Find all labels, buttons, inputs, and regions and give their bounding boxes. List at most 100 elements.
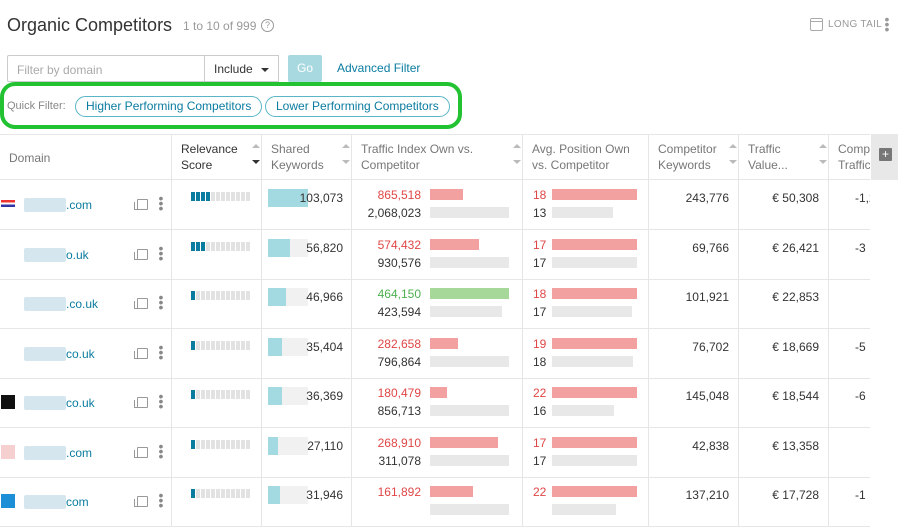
domain-filter-input[interactable]: Filter by domain	[7, 55, 205, 82]
include-select[interactable]: Include	[205, 55, 279, 82]
col-avgpos-label-2: vs. Competitor	[532, 158, 610, 172]
copy-icon[interactable]	[134, 199, 148, 210]
col-comp-label: Comp	[838, 142, 870, 156]
traffic-own-bar	[430, 436, 498, 448]
table-row[interactable]: xxxxxxx.co.uk•••46,966464,150423,5941817…	[0, 279, 870, 329]
traffic-value: € 17,728	[772, 488, 819, 502]
position-competitor-bar	[552, 355, 633, 367]
relevance-segment	[236, 291, 240, 300]
row-menu-icon[interactable]: • • •	[158, 338, 164, 365]
row-menu-icon[interactable]: • • •	[158, 388, 164, 414]
table-row[interactable]: xxxxxxxo.uk•••56,820574,432930,576171769…	[0, 229, 870, 280]
traffic-value-cell: € 26,421	[739, 229, 829, 279]
relevance-cell	[172, 229, 262, 279]
domain-link[interactable]: xxxxxxxco.uk	[24, 346, 144, 361]
quick-filter-higher-chip[interactable]: Higher Performing Competitors	[75, 96, 263, 117]
row-menu-icon[interactable]: • • •	[158, 487, 164, 513]
table-row[interactable]: xxxxxxx.com•••103,073865,5182,068,023181…	[0, 180, 870, 230]
traffic-own-value: 161,892	[377, 485, 421, 499]
relevance-segment	[231, 291, 235, 300]
competitor-keywords-cell: 243,776	[649, 180, 739, 229]
domain-cell: xxxxxxx.co.uk •••	[0, 279, 172, 328]
comp-traffic-cell: -3	[829, 230, 870, 279]
col-traffic-label: Traffic Index Own vs.	[361, 142, 474, 156]
relevance-segment	[236, 489, 240, 498]
traffic-own-value: 865,518	[377, 188, 421, 202]
domain-link[interactable]: xxxxxxx.com	[24, 198, 144, 212]
row-menu-icon[interactable]: • • •	[158, 437, 164, 464]
long-tail-toggle[interactable]: LONG TAIL	[810, 18, 882, 31]
traffic-cell: 161,892	[352, 477, 523, 526]
advanced-filter-link[interactable]: Advanced Filter	[337, 61, 421, 75]
comp-traffic-value: -1	[855, 488, 866, 502]
relevance-segment	[201, 390, 205, 399]
comp-traffic-cell: -6	[829, 378, 870, 427]
relevance-segment	[216, 241, 220, 251]
relevance-segment	[226, 291, 230, 300]
quick-filter-label: Quick Filter:	[7, 100, 66, 112]
table-row[interactable]: xxxxxxxco.uk•••35,404282,658796,86419187…	[0, 328, 870, 379]
help-icon[interactable]: ?	[261, 19, 274, 32]
col-traffic-index[interactable]: Traffic Index Own vs. Competitor	[352, 135, 523, 179]
comp-traffic-value: -5	[855, 339, 866, 354]
relevance-segment	[191, 192, 195, 201]
go-button[interactable]: Go	[288, 55, 322, 82]
domain-cell: xxxxxxxco.uk •••	[0, 328, 172, 378]
col-comp-traffic[interactable]: Comp Traffic	[829, 135, 870, 179]
col-avgpos-label: Avg. Position Own	[532, 142, 630, 156]
domain-link[interactable]: xxxxxxx.co.uk	[24, 297, 144, 311]
table-row[interactable]: xxxxxxxcom ••• 31,946 161,892 22 137,210 € 17,…	[0, 477, 870, 527]
more-options-icon[interactable]: • • •	[884, 11, 890, 37]
copy-icon[interactable]	[134, 248, 148, 260]
flag-icon	[1, 200, 15, 207]
copy-icon[interactable]	[134, 397, 148, 408]
shared-cell: 31,946	[262, 477, 352, 526]
col-traffic-value[interactable]: Traffic Value...	[739, 135, 829, 179]
col-relevance-label: Relevance	[181, 142, 238, 156]
copy-icon[interactable]	[134, 446, 148, 458]
relevance-segment	[241, 439, 245, 449]
position-own-bar	[552, 337, 637, 349]
row-menu-icon[interactable]: • • •	[158, 190, 164, 216]
table-row[interactable]: xxxxxxx.com•••27,110268,910311,078171742…	[0, 427, 870, 478]
row-menu-icon[interactable]: • • •	[158, 239, 164, 266]
relevance-cell	[172, 477, 262, 526]
add-column-button[interactable]: +	[871, 134, 898, 180]
col-domain[interactable]: Domain	[0, 135, 172, 179]
domain-link[interactable]: xxxxxxxcom	[24, 495, 144, 509]
copy-icon[interactable]	[134, 496, 148, 507]
domain-link[interactable]: xxxxxxxco.uk	[24, 396, 144, 410]
position-competitor-value: 18	[533, 354, 547, 369]
traffic-value: € 13,358	[772, 438, 819, 453]
relevance-segment	[191, 390, 195, 399]
relevance-segment	[231, 439, 235, 449]
traffic-own-value: 180,479	[377, 386, 421, 400]
col-avg-position[interactable]: Avg. Position Own vs. Competitor	[523, 135, 649, 179]
quick-filter-lower-chip[interactable]: Lower Performing Competitors	[265, 96, 450, 117]
result-count: 1 to 10 of 999	[183, 19, 257, 33]
copy-icon[interactable]	[134, 347, 148, 359]
relevance-segment	[196, 241, 200, 251]
relevance-segment	[241, 291, 245, 300]
col-competitor-keywords[interactable]: Competitor Keywords	[649, 135, 739, 179]
bird-icon	[1, 296, 15, 310]
relevance-bar	[191, 439, 250, 449]
shared-track	[268, 436, 308, 455]
glasses-icon	[1, 247, 15, 261]
row-menu-icon[interactable]: • • •	[158, 289, 164, 315]
comp-traffic-cell: -5	[829, 329, 870, 378]
col-shared-keywords[interactable]: Shared Keywords	[262, 135, 352, 179]
col-relevance[interactable]: Relevance Score	[172, 135, 262, 179]
relevance-bar	[191, 489, 250, 498]
position-competitor-bar	[552, 405, 614, 416]
domain-link[interactable]: xxxxxxx.com	[24, 445, 144, 460]
relevance-segment	[241, 241, 245, 251]
table-row[interactable]: xxxxxxxco.uk•••36,369180,479856,71322161…	[0, 378, 870, 428]
relevance-bar	[191, 192, 250, 201]
copy-icon[interactable]	[134, 298, 148, 309]
domain-link[interactable]: xxxxxxxo.uk	[24, 247, 144, 262]
position-own-value: 17	[533, 237, 547, 252]
traffic-own-value: 268,910	[377, 435, 421, 450]
domain-text: co.uk	[66, 396, 95, 410]
col-shared-label: Shared	[271, 142, 310, 156]
